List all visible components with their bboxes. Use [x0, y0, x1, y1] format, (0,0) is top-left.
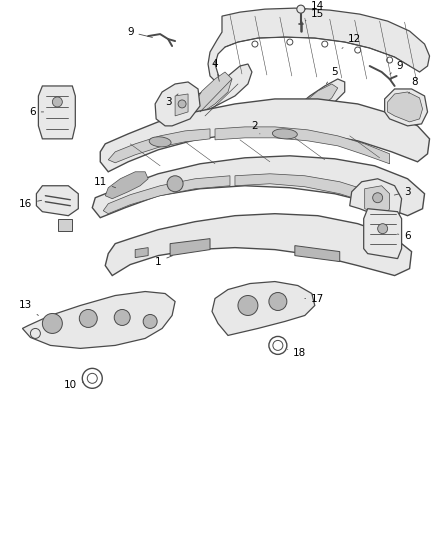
Polygon shape: [235, 174, 399, 216]
Polygon shape: [36, 186, 78, 216]
Polygon shape: [365, 186, 390, 216]
Circle shape: [114, 310, 130, 326]
Text: 16: 16: [19, 199, 42, 209]
Polygon shape: [293, 79, 345, 124]
Text: 3: 3: [165, 94, 178, 107]
Text: 18: 18: [287, 349, 307, 358]
Polygon shape: [350, 179, 402, 219]
Polygon shape: [39, 86, 75, 139]
Polygon shape: [108, 129, 210, 163]
Polygon shape: [135, 248, 148, 257]
Polygon shape: [193, 72, 232, 114]
Polygon shape: [300, 84, 338, 116]
Text: 4: 4: [212, 59, 219, 81]
Circle shape: [167, 176, 183, 192]
Polygon shape: [385, 89, 427, 126]
Polygon shape: [58, 219, 72, 231]
Polygon shape: [388, 92, 423, 122]
Text: 15: 15: [305, 9, 325, 21]
Circle shape: [373, 193, 383, 203]
Text: 13: 13: [19, 301, 39, 316]
Polygon shape: [364, 209, 402, 259]
Polygon shape: [175, 94, 188, 116]
Polygon shape: [92, 156, 424, 217]
Circle shape: [79, 310, 97, 327]
Ellipse shape: [272, 129, 297, 139]
Circle shape: [269, 293, 287, 311]
Polygon shape: [105, 214, 412, 276]
Text: 14: 14: [305, 1, 325, 11]
Text: 10: 10: [64, 381, 84, 390]
Polygon shape: [103, 176, 230, 214]
Text: 2: 2: [251, 121, 260, 134]
Polygon shape: [105, 172, 148, 199]
Text: 6: 6: [29, 107, 44, 117]
Text: 3: 3: [394, 187, 411, 197]
Text: 9: 9: [127, 27, 152, 37]
Polygon shape: [215, 127, 390, 164]
Text: 17: 17: [305, 294, 325, 303]
Polygon shape: [100, 99, 430, 172]
Text: 1: 1: [155, 256, 173, 266]
Polygon shape: [208, 8, 430, 81]
Circle shape: [143, 314, 157, 328]
Circle shape: [53, 97, 62, 107]
Polygon shape: [185, 64, 252, 122]
Text: 12: 12: [342, 34, 361, 49]
Circle shape: [178, 100, 186, 108]
Text: 8: 8: [409, 77, 418, 93]
Text: 5: 5: [326, 67, 338, 84]
Circle shape: [378, 224, 388, 233]
Polygon shape: [170, 239, 210, 256]
Polygon shape: [295, 246, 340, 262]
Text: 6: 6: [397, 231, 411, 240]
Circle shape: [297, 5, 305, 13]
Polygon shape: [212, 281, 315, 335]
Circle shape: [238, 295, 258, 316]
Polygon shape: [155, 82, 200, 126]
Polygon shape: [22, 292, 175, 349]
Text: 9: 9: [390, 61, 403, 74]
Ellipse shape: [149, 137, 171, 147]
Circle shape: [42, 313, 62, 334]
Text: 11: 11: [94, 177, 116, 188]
